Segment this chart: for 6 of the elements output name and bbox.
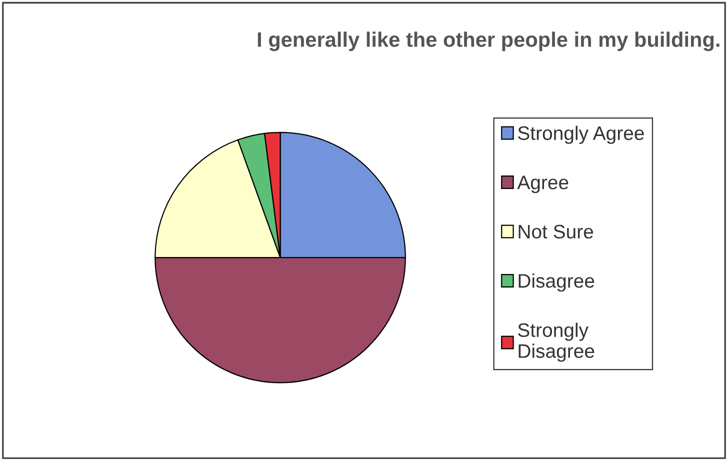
legend-label: Strongly Agree [518, 126, 644, 144]
legend-label: Agree [517, 176, 568, 194]
legend-label: Disagree [518, 274, 594, 292]
legend-label: Not Sure [518, 224, 594, 239]
legend-label: Strongly Disagree [518, 322, 594, 362]
chart-title: I generally like the other people in my building. [258, 32, 720, 52]
